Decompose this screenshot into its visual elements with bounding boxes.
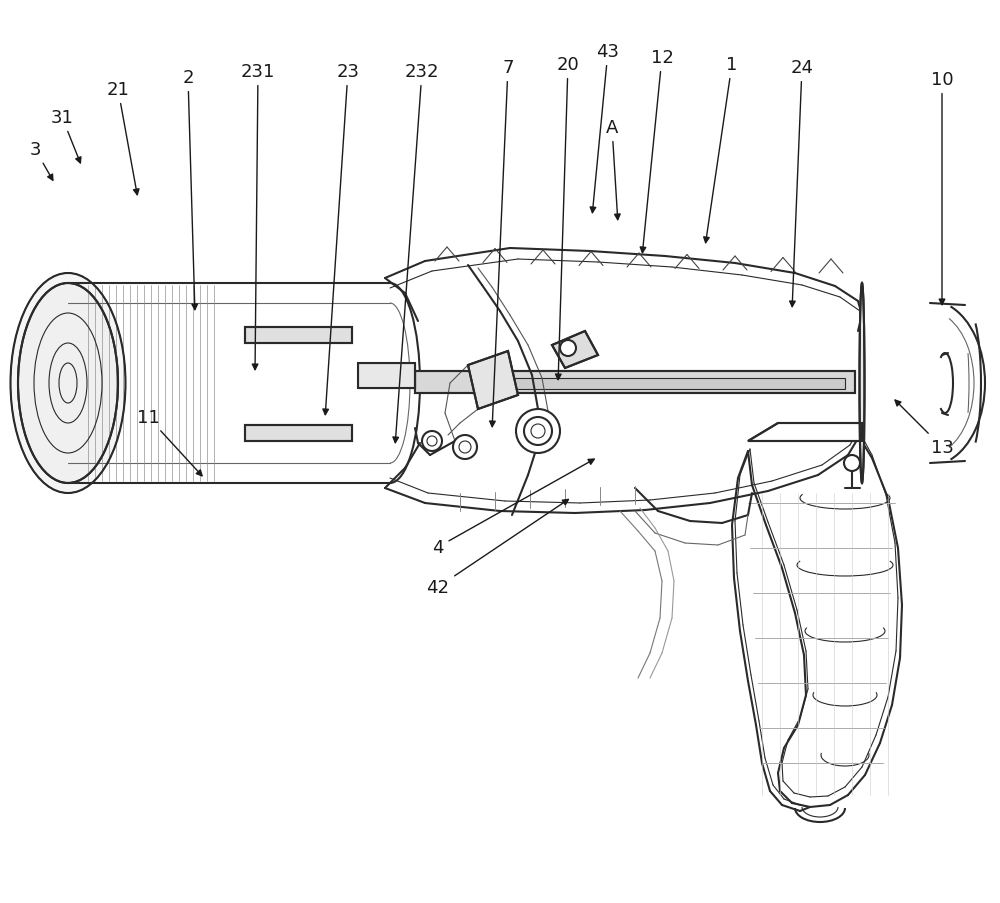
Ellipse shape [18, 284, 118, 483]
Text: 21: 21 [107, 81, 139, 196]
Polygon shape [480, 378, 845, 389]
Polygon shape [358, 364, 415, 388]
Circle shape [453, 435, 477, 460]
Text: 231: 231 [241, 63, 275, 370]
Ellipse shape [11, 274, 126, 493]
Text: 11: 11 [137, 408, 202, 476]
Text: 42: 42 [427, 500, 568, 596]
Polygon shape [245, 425, 352, 442]
Text: 24: 24 [790, 59, 814, 307]
Circle shape [560, 340, 576, 357]
Text: A: A [606, 119, 620, 220]
Polygon shape [552, 331, 598, 368]
Text: 7: 7 [490, 59, 514, 427]
Polygon shape [468, 351, 518, 410]
Text: 31: 31 [51, 109, 81, 163]
Text: 232: 232 [393, 63, 439, 443]
Polygon shape [415, 372, 855, 394]
Circle shape [844, 455, 860, 471]
Text: 2: 2 [182, 69, 197, 311]
Text: 43: 43 [590, 43, 620, 213]
Text: 3: 3 [29, 141, 53, 181]
Circle shape [422, 432, 442, 452]
Text: 23: 23 [323, 63, 360, 415]
Polygon shape [245, 328, 352, 344]
Text: 20: 20 [556, 56, 579, 380]
Text: 13: 13 [895, 401, 953, 457]
Text: 12: 12 [640, 49, 673, 254]
Text: 10: 10 [931, 71, 953, 305]
Text: 1: 1 [704, 56, 738, 244]
Text: 4: 4 [432, 460, 594, 556]
Circle shape [516, 410, 560, 453]
Polygon shape [748, 424, 862, 442]
Ellipse shape [860, 284, 864, 483]
